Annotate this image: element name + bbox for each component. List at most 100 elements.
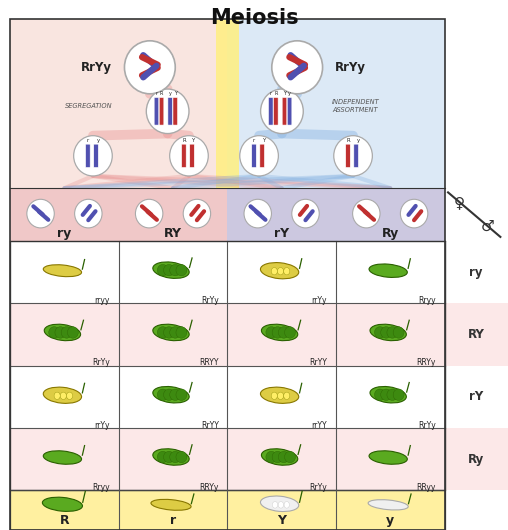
Ellipse shape bbox=[271, 392, 277, 400]
Text: ry: ry bbox=[57, 226, 72, 240]
Ellipse shape bbox=[369, 451, 407, 464]
Bar bbox=[10, 303, 444, 366]
Text: RRYY: RRYY bbox=[199, 358, 218, 367]
Text: rryy: rryy bbox=[94, 296, 110, 305]
Circle shape bbox=[68, 326, 78, 338]
Text: Ry: Ry bbox=[382, 226, 399, 240]
Ellipse shape bbox=[368, 500, 408, 510]
Text: RRYy: RRYy bbox=[417, 358, 436, 367]
Text: rrYY: rrYY bbox=[311, 420, 327, 429]
Text: Ry: Ry bbox=[468, 453, 484, 466]
Circle shape bbox=[266, 451, 277, 463]
Text: RrYy: RrYy bbox=[335, 61, 366, 74]
Circle shape bbox=[284, 326, 296, 338]
Text: R: R bbox=[346, 138, 350, 143]
Text: R: R bbox=[59, 514, 69, 527]
Circle shape bbox=[170, 451, 181, 463]
Text: y: y bbox=[288, 92, 291, 96]
Bar bbox=[444, 241, 508, 303]
Text: RY: RY bbox=[468, 328, 485, 341]
Text: R: R bbox=[182, 138, 186, 143]
Circle shape bbox=[170, 136, 208, 176]
Ellipse shape bbox=[42, 497, 82, 511]
Ellipse shape bbox=[261, 496, 299, 511]
Ellipse shape bbox=[370, 324, 406, 341]
Bar bbox=[10, 188, 227, 241]
FancyBboxPatch shape bbox=[160, 98, 164, 125]
Circle shape bbox=[164, 326, 175, 338]
Bar bbox=[10, 241, 444, 490]
FancyBboxPatch shape bbox=[274, 98, 278, 125]
Text: Y: Y bbox=[193, 138, 196, 143]
Circle shape bbox=[176, 326, 187, 338]
Circle shape bbox=[284, 451, 296, 463]
Ellipse shape bbox=[153, 262, 189, 278]
Text: Y: Y bbox=[277, 514, 286, 527]
Bar bbox=[10, 188, 444, 241]
Circle shape bbox=[170, 389, 181, 401]
Bar bbox=[228, 19, 444, 188]
Circle shape bbox=[374, 326, 386, 338]
Text: Y: Y bbox=[283, 92, 286, 96]
Circle shape bbox=[393, 326, 404, 338]
Text: RY: RY bbox=[164, 226, 182, 240]
Circle shape bbox=[74, 136, 112, 176]
Circle shape bbox=[157, 326, 168, 338]
FancyBboxPatch shape bbox=[93, 144, 99, 167]
Text: r: r bbox=[170, 514, 176, 527]
Text: SEGREGATION: SEGREGATION bbox=[65, 103, 113, 109]
Circle shape bbox=[176, 264, 187, 276]
Text: Rryy: Rryy bbox=[418, 296, 436, 305]
Circle shape bbox=[61, 326, 72, 338]
Circle shape bbox=[334, 136, 372, 176]
Text: R: R bbox=[160, 92, 163, 96]
FancyBboxPatch shape bbox=[252, 144, 256, 167]
Circle shape bbox=[49, 326, 60, 338]
Text: y: y bbox=[357, 138, 360, 143]
Bar bbox=[444, 241, 508, 490]
Circle shape bbox=[272, 326, 283, 338]
Circle shape bbox=[244, 199, 271, 228]
Circle shape bbox=[170, 264, 181, 276]
Text: Y: Y bbox=[263, 138, 266, 143]
Circle shape bbox=[55, 326, 66, 338]
Circle shape bbox=[278, 451, 289, 463]
Text: rrYy: rrYy bbox=[94, 420, 110, 429]
FancyBboxPatch shape bbox=[168, 98, 173, 125]
Circle shape bbox=[27, 199, 54, 228]
Ellipse shape bbox=[43, 264, 82, 277]
Bar bbox=[10, 19, 227, 188]
Text: INDEPENDENT
ASSORTMENT: INDEPENDENT ASSORTMENT bbox=[332, 100, 379, 112]
Circle shape bbox=[393, 389, 404, 401]
Bar bbox=[216, 19, 239, 188]
Ellipse shape bbox=[60, 392, 67, 400]
Circle shape bbox=[400, 199, 428, 228]
Circle shape bbox=[136, 199, 163, 228]
Text: rY: rY bbox=[469, 390, 484, 403]
Ellipse shape bbox=[153, 324, 189, 341]
Ellipse shape bbox=[262, 449, 298, 465]
Circle shape bbox=[380, 326, 392, 338]
FancyBboxPatch shape bbox=[345, 144, 351, 167]
Circle shape bbox=[157, 451, 168, 463]
Circle shape bbox=[124, 41, 175, 94]
Circle shape bbox=[387, 389, 398, 401]
Circle shape bbox=[272, 41, 323, 94]
Circle shape bbox=[292, 199, 319, 228]
FancyBboxPatch shape bbox=[269, 98, 273, 125]
Circle shape bbox=[176, 451, 187, 463]
Text: R: R bbox=[274, 92, 277, 96]
FancyBboxPatch shape bbox=[260, 144, 265, 167]
Circle shape bbox=[164, 264, 175, 276]
Circle shape bbox=[164, 451, 175, 463]
Circle shape bbox=[176, 389, 187, 401]
Ellipse shape bbox=[283, 392, 290, 400]
Circle shape bbox=[157, 264, 168, 276]
Text: rrYy: rrYy bbox=[312, 296, 327, 305]
Text: y: y bbox=[386, 514, 394, 527]
Text: Meiosis: Meiosis bbox=[210, 8, 298, 28]
Ellipse shape bbox=[54, 392, 60, 400]
Ellipse shape bbox=[44, 324, 81, 341]
Ellipse shape bbox=[43, 451, 82, 464]
Circle shape bbox=[170, 326, 181, 338]
